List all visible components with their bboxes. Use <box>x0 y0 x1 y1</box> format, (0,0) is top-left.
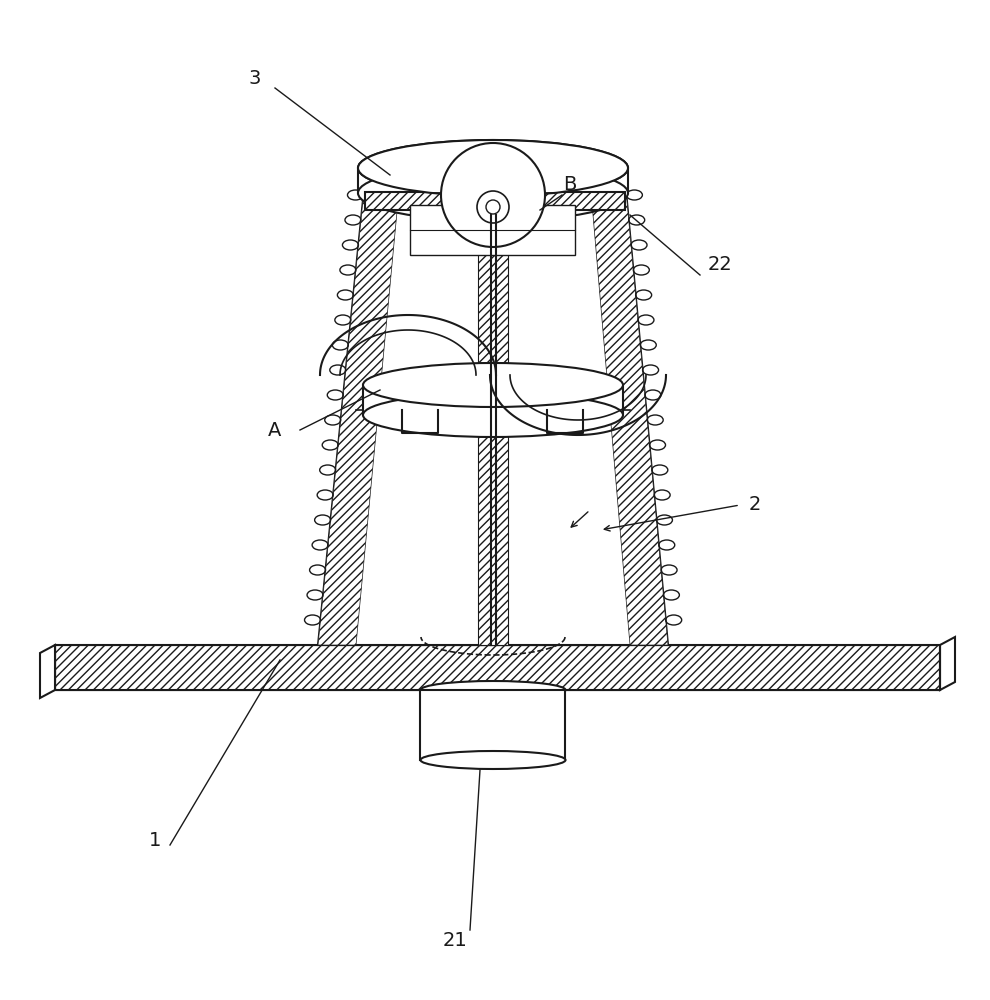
Ellipse shape <box>421 751 565 769</box>
Polygon shape <box>420 690 565 760</box>
Polygon shape <box>55 645 940 690</box>
Circle shape <box>441 143 545 247</box>
Circle shape <box>486 200 500 214</box>
Text: 22: 22 <box>708 255 733 274</box>
Polygon shape <box>358 168 628 193</box>
Ellipse shape <box>358 140 628 196</box>
Circle shape <box>477 191 509 223</box>
Polygon shape <box>363 385 623 415</box>
Polygon shape <box>318 180 400 645</box>
Polygon shape <box>410 205 575 255</box>
Polygon shape <box>940 637 955 690</box>
Text: 3: 3 <box>248 68 261 88</box>
Polygon shape <box>590 180 668 645</box>
Polygon shape <box>478 185 508 645</box>
Text: B: B <box>563 176 577 194</box>
Text: A: A <box>268 420 282 440</box>
Text: 1: 1 <box>148 830 161 850</box>
Ellipse shape <box>363 393 623 437</box>
Polygon shape <box>40 645 55 698</box>
Polygon shape <box>365 192 625 210</box>
Text: 2: 2 <box>748 495 761 514</box>
Ellipse shape <box>358 140 628 196</box>
Ellipse shape <box>421 681 565 699</box>
Text: 21: 21 <box>443 930 467 950</box>
Ellipse shape <box>363 363 623 407</box>
Ellipse shape <box>358 165 628 221</box>
Polygon shape <box>318 180 668 645</box>
